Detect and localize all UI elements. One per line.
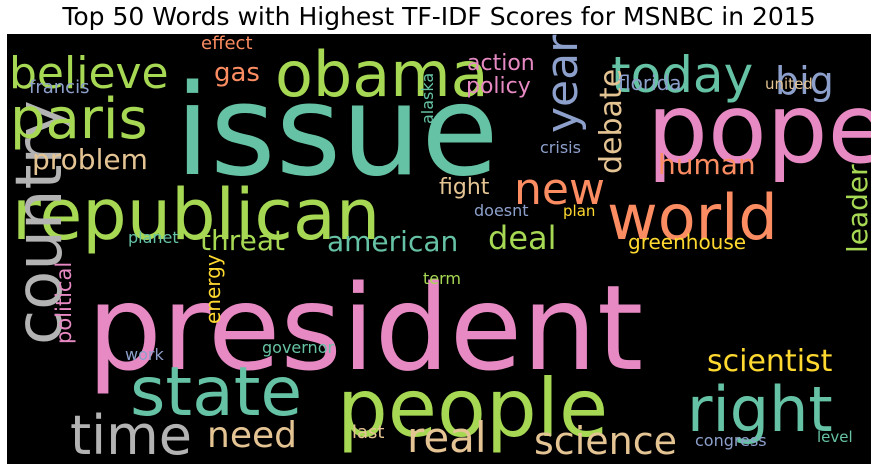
word-cloud: issue president people republican pope obama w… [7, 34, 871, 464]
word-country: country [7, 100, 77, 345]
word-congress: congress [695, 431, 767, 450]
word-policy: policy [466, 74, 531, 99]
word-action: action [467, 51, 535, 76]
word-crisis: crisis [540, 138, 581, 157]
word-pope: pope [647, 73, 871, 185]
word-real: real [407, 413, 487, 462]
word-believe: believe [9, 48, 169, 99]
word-paris: paris [10, 87, 148, 152]
word-deal: deal [488, 219, 557, 257]
word-cloud-background [7, 34, 871, 464]
word-alaska: alaska [418, 73, 437, 124]
word-effect: effect [201, 34, 253, 54]
word-people: people [337, 362, 608, 455]
word-last: last [352, 422, 384, 443]
word-energy: energy [201, 254, 225, 324]
word-right: right [687, 373, 833, 446]
word-planet: planet [128, 228, 179, 247]
word-big: big [775, 59, 834, 103]
chart-title: Top 50 Words with Highest TF-IDF Scores … [62, 2, 816, 31]
word-scientist: scientist [707, 344, 833, 379]
word-plan: plan [563, 202, 595, 220]
word-fight: fight [439, 175, 490, 200]
word-year: year [537, 34, 588, 133]
word-leader: leader [841, 164, 871, 253]
word-state: state [130, 353, 302, 432]
word-need: need [207, 415, 297, 456]
word-governor: governor [262, 338, 334, 357]
word-level: level [817, 428, 853, 446]
word-florida: florida [618, 71, 682, 95]
word-issue: issue [175, 57, 499, 204]
word-president: president [87, 259, 643, 397]
word-term: term [423, 269, 461, 288]
word-francis: francis [29, 77, 89, 98]
word-republican: republican [12, 174, 380, 256]
word-american: american [327, 225, 458, 258]
word-world: world [607, 181, 778, 254]
word-problem: problem [32, 143, 148, 176]
word-united: united [765, 75, 813, 93]
word-science: science [534, 419, 677, 463]
word-greenhouse: greenhouse [628, 230, 746, 254]
word-debate: debate [594, 69, 629, 174]
word-threat: threat [200, 224, 285, 257]
word-work: work [125, 345, 164, 364]
word-obama: obama [275, 38, 489, 111]
word-political: political [52, 262, 76, 344]
word-doesnt: doesnt [474, 201, 529, 220]
word-gas: gas [214, 58, 260, 88]
word-human: human [658, 148, 756, 181]
word-time: time [70, 404, 192, 464]
word-new: new [514, 164, 605, 215]
word-today: today [611, 46, 753, 104]
